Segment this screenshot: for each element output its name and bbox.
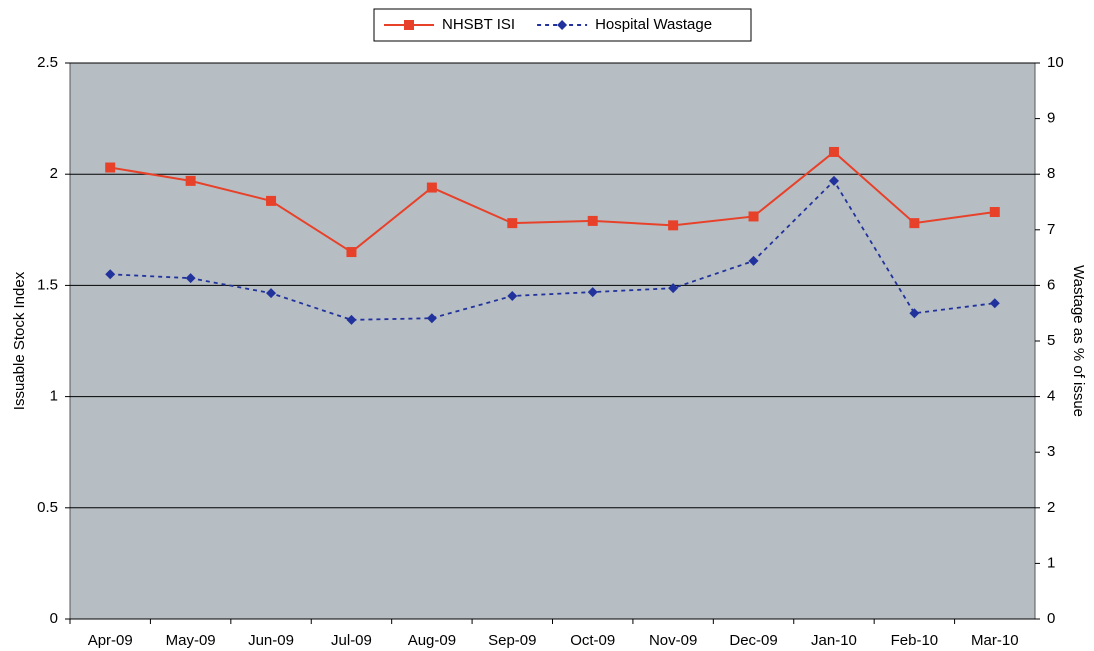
point bbox=[426, 313, 437, 324]
point bbox=[909, 218, 920, 229]
y-tick-label: 2 bbox=[50, 165, 58, 182]
point bbox=[426, 182, 437, 193]
point bbox=[105, 162, 116, 173]
plot-area bbox=[69, 62, 1036, 620]
point bbox=[346, 314, 357, 325]
y-tick-label: 0.5 bbox=[37, 499, 58, 516]
x-tick-label: Apr-09 bbox=[88, 632, 133, 649]
series-line bbox=[110, 179, 995, 321]
x-tick-label: Jan-10 bbox=[811, 632, 857, 649]
legend-marker bbox=[404, 20, 414, 30]
point bbox=[185, 175, 196, 186]
point bbox=[507, 218, 518, 229]
x-tick-label: Dec-09 bbox=[729, 632, 777, 649]
x-tick-label: Feb-10 bbox=[891, 632, 939, 649]
point bbox=[587, 215, 598, 226]
legend: NHSBT ISI Hospital Wastage bbox=[373, 8, 752, 42]
x-tick-label: May-09 bbox=[166, 632, 216, 649]
point bbox=[668, 283, 679, 294]
y2-tick-label: 5 bbox=[1047, 332, 1055, 349]
y-tick-label: 1 bbox=[50, 388, 58, 405]
y2-tick-label: 1 bbox=[1047, 554, 1055, 571]
y2-tick-label: 4 bbox=[1047, 388, 1055, 405]
point bbox=[266, 195, 277, 206]
y2-tick-label: 9 bbox=[1047, 110, 1055, 127]
x-tick-label: Jun-09 bbox=[248, 632, 294, 649]
point bbox=[989, 298, 1000, 309]
point bbox=[748, 211, 759, 222]
point bbox=[668, 220, 679, 231]
x-tick-label: Mar-10 bbox=[971, 632, 1019, 649]
y2-tick-label: 8 bbox=[1047, 165, 1055, 182]
y2-axis-title: Wastage as % of issue bbox=[1070, 265, 1087, 417]
point bbox=[266, 288, 277, 299]
y-tick-label: 0 bbox=[50, 610, 58, 627]
legend-marker bbox=[557, 20, 568, 30]
y2-tick-label: 10 bbox=[1047, 54, 1064, 71]
y-tick-label: 2.5 bbox=[37, 54, 58, 71]
x-tick-label: Aug-09 bbox=[408, 632, 456, 649]
y2-tick-label: 3 bbox=[1047, 443, 1055, 460]
point bbox=[989, 207, 1000, 218]
point bbox=[748, 255, 759, 266]
point bbox=[346, 247, 357, 258]
y2-tick-label: 6 bbox=[1047, 276, 1055, 293]
point bbox=[587, 287, 598, 298]
x-tick-label: Jul-09 bbox=[331, 632, 372, 649]
point bbox=[507, 290, 518, 301]
legend-label: Hospital Wastage bbox=[595, 16, 712, 33]
series-line bbox=[110, 150, 995, 254]
point bbox=[105, 269, 116, 280]
point bbox=[909, 308, 920, 319]
y2-tick-label: 2 bbox=[1047, 499, 1055, 516]
x-tick-label: Nov-09 bbox=[649, 632, 697, 649]
y-axis-title: Issuable Stock Index bbox=[11, 271, 28, 410]
point bbox=[828, 146, 839, 157]
x-tick-label: Oct-09 bbox=[570, 632, 615, 649]
point bbox=[185, 273, 196, 284]
y2-tick-label: 0 bbox=[1047, 610, 1055, 627]
y2-tick-label: 7 bbox=[1047, 221, 1055, 238]
point bbox=[828, 175, 839, 186]
x-tick-label: Sep-09 bbox=[488, 632, 536, 649]
y-tick-label: 1.5 bbox=[37, 276, 58, 293]
legend-label: NHSBT ISI bbox=[442, 16, 515, 33]
